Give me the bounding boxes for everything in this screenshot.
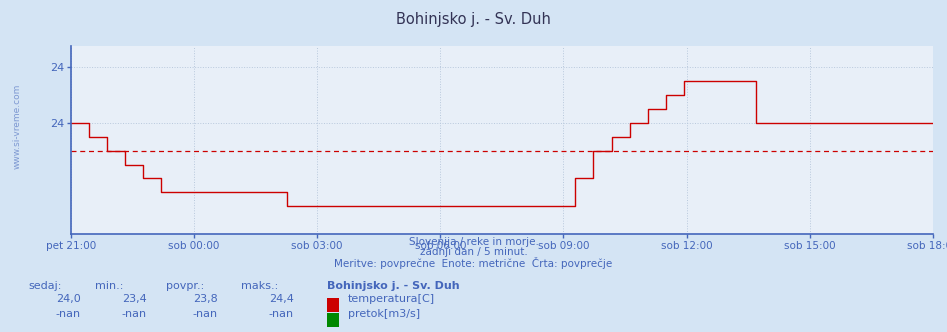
- Text: -nan: -nan: [268, 309, 294, 319]
- Text: 23,8: 23,8: [193, 294, 218, 304]
- Text: -nan: -nan: [55, 309, 80, 319]
- Text: -nan: -nan: [121, 309, 147, 319]
- Text: www.si-vreme.com: www.si-vreme.com: [12, 83, 22, 169]
- Text: min.:: min.:: [95, 281, 123, 290]
- Text: Meritve: povprečne  Enote: metrične  Črta: povprečje: Meritve: povprečne Enote: metrične Črta:…: [334, 257, 613, 269]
- Text: Bohinjsko j. - Sv. Duh: Bohinjsko j. - Sv. Duh: [396, 12, 551, 27]
- Text: sedaj:: sedaj:: [28, 281, 62, 290]
- Text: pretok[m3/s]: pretok[m3/s]: [348, 309, 420, 319]
- Text: maks.:: maks.:: [241, 281, 278, 290]
- Text: 23,4: 23,4: [122, 294, 147, 304]
- Text: temperatura[C]: temperatura[C]: [348, 294, 435, 304]
- Text: povpr.:: povpr.:: [166, 281, 204, 290]
- Text: -nan: -nan: [192, 309, 218, 319]
- Text: Bohinjsko j. - Sv. Duh: Bohinjsko j. - Sv. Duh: [327, 281, 459, 290]
- Text: 24,0: 24,0: [56, 294, 80, 304]
- Text: zadnji dan / 5 minut.: zadnji dan / 5 minut.: [420, 247, 527, 257]
- Text: Slovenija / reke in morje.: Slovenija / reke in morje.: [408, 237, 539, 247]
- Text: 24,4: 24,4: [269, 294, 294, 304]
